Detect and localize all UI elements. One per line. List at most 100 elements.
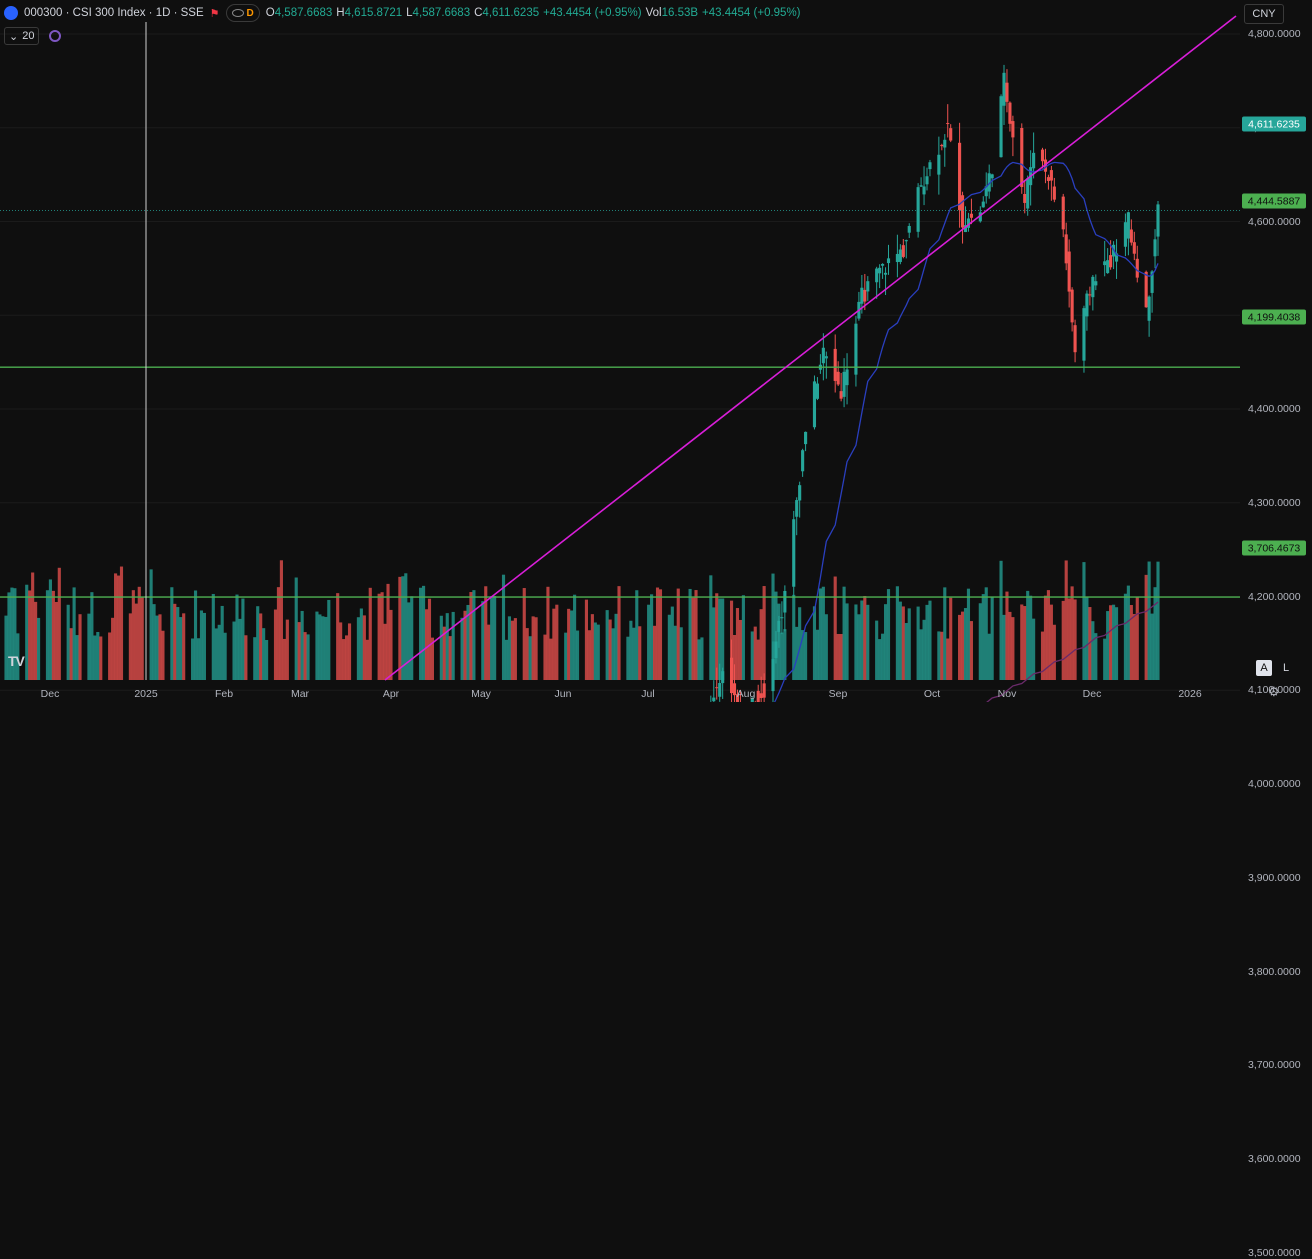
volume-bar bbox=[883, 604, 888, 680]
candle-body bbox=[1032, 152, 1036, 169]
volume-bar bbox=[587, 630, 591, 680]
volume-bar bbox=[543, 634, 547, 680]
volume-bar bbox=[297, 622, 301, 680]
candle-body bbox=[1114, 253, 1119, 262]
volume-bar bbox=[119, 566, 124, 680]
indicator-collapse-button[interactable]: ⌄ 20 bbox=[4, 27, 40, 45]
volume-bar bbox=[336, 593, 340, 680]
candle-body bbox=[842, 371, 846, 397]
volume-bar bbox=[114, 573, 118, 680]
candle-body bbox=[978, 212, 982, 222]
volume-bar bbox=[792, 594, 796, 680]
volume-bar bbox=[688, 588, 692, 680]
tradingview-logo-icon[interactable]: TV bbox=[8, 653, 25, 669]
volume-bar bbox=[507, 616, 512, 680]
volume-bar bbox=[90, 592, 94, 680]
volume-bar bbox=[253, 637, 257, 680]
volume-bar bbox=[34, 601, 38, 680]
indicator-settings-icon[interactable] bbox=[49, 30, 62, 42]
candle-body bbox=[1020, 127, 1024, 187]
candle-body bbox=[928, 162, 932, 170]
volume-bar bbox=[946, 638, 950, 680]
volume-bar bbox=[857, 614, 861, 680]
volume-bar bbox=[78, 614, 82, 680]
auto-scale-button[interactable]: A bbox=[1256, 660, 1272, 676]
volume-bar bbox=[1070, 586, 1074, 680]
volume-bar bbox=[484, 586, 488, 680]
volume-bar bbox=[804, 632, 808, 680]
volume-bar bbox=[149, 569, 153, 680]
candle-body bbox=[863, 289, 867, 302]
price-tick-label: 4,400.0000 bbox=[1248, 403, 1301, 415]
volume-bar bbox=[173, 603, 177, 680]
volume-bar bbox=[1132, 614, 1136, 680]
volume-bar bbox=[131, 590, 135, 680]
volume-bar bbox=[886, 589, 891, 680]
volume-bar bbox=[10, 587, 14, 680]
volume-bar bbox=[202, 612, 206, 680]
volume-bar bbox=[999, 560, 1003, 680]
volume-bar bbox=[937, 631, 941, 680]
volume-bar bbox=[463, 610, 467, 680]
log-scale-button[interactable]: L bbox=[1282, 662, 1290, 674]
volume-bar bbox=[48, 579, 52, 680]
volume-bar bbox=[199, 610, 204, 680]
price-tick-label: 3,800.0000 bbox=[1248, 965, 1301, 978]
volume-bar bbox=[614, 613, 618, 680]
time-tick-label: Dec bbox=[1082, 688, 1102, 700]
volume-bar bbox=[448, 636, 452, 680]
candle-body bbox=[1067, 251, 1071, 292]
volume-bar bbox=[990, 596, 994, 680]
volume-bar bbox=[901, 606, 905, 680]
volume-bar bbox=[193, 590, 198, 680]
volume-bar bbox=[608, 619, 612, 680]
volume-bar bbox=[611, 628, 615, 680]
volume-bar bbox=[170, 587, 174, 680]
volume-value: 16.53B bbox=[661, 7, 699, 19]
candle-body bbox=[898, 249, 902, 262]
candle-body bbox=[966, 218, 971, 228]
volume-bar bbox=[279, 560, 283, 680]
volume-bar bbox=[439, 615, 443, 680]
volume-bar bbox=[362, 615, 366, 680]
volume-bar bbox=[318, 614, 322, 680]
high-label: H bbox=[336, 7, 345, 19]
time-tick-label: Aug bbox=[736, 688, 756, 700]
volume-bar bbox=[99, 636, 103, 680]
volume-bar bbox=[1061, 600, 1065, 680]
candle-body bbox=[919, 185, 923, 187]
volume-bar bbox=[735, 608, 740, 680]
volume-bar bbox=[1067, 598, 1071, 680]
volume-bar bbox=[774, 591, 778, 680]
price-tick-label: 4,000.0000 bbox=[1248, 778, 1301, 790]
candle-body bbox=[812, 381, 817, 428]
gear-icon[interactable]: ⚙ bbox=[1268, 684, 1280, 699]
volume-bar bbox=[878, 639, 882, 680]
volume-bar bbox=[1144, 574, 1148, 680]
candle-body bbox=[750, 698, 754, 702]
time-tick-label: Nov bbox=[997, 688, 1017, 700]
low-label: L bbox=[406, 7, 413, 19]
volume-bar bbox=[812, 606, 817, 680]
volume-bar bbox=[833, 576, 837, 680]
flag-icon[interactable]: ⚑ bbox=[209, 7, 220, 20]
volume-bar bbox=[863, 596, 867, 680]
volume-bar bbox=[214, 628, 218, 680]
volume-bar bbox=[359, 608, 363, 680]
price-chart[interactable] bbox=[0, 0, 1312, 702]
candle-body bbox=[878, 267, 882, 274]
currency-selector[interactable]: CNY bbox=[1244, 4, 1284, 24]
volume-bar bbox=[721, 598, 725, 680]
symbol-title[interactable]: 000300 · CSI 300 Index · 1D · SSE bbox=[24, 7, 204, 19]
candle-body bbox=[969, 213, 973, 218]
volume-bar bbox=[66, 604, 70, 680]
level-tag-1: 4,444.5887 bbox=[1242, 193, 1306, 209]
volume-bar bbox=[347, 623, 352, 680]
visibility-toggle[interactable]: D bbox=[225, 4, 260, 22]
volume-bar bbox=[111, 617, 115, 680]
volume-bar bbox=[45, 590, 50, 680]
candle-body bbox=[815, 383, 819, 399]
volume-bar bbox=[836, 633, 840, 680]
volume-bar bbox=[96, 631, 100, 680]
volume-bar bbox=[466, 604, 470, 680]
